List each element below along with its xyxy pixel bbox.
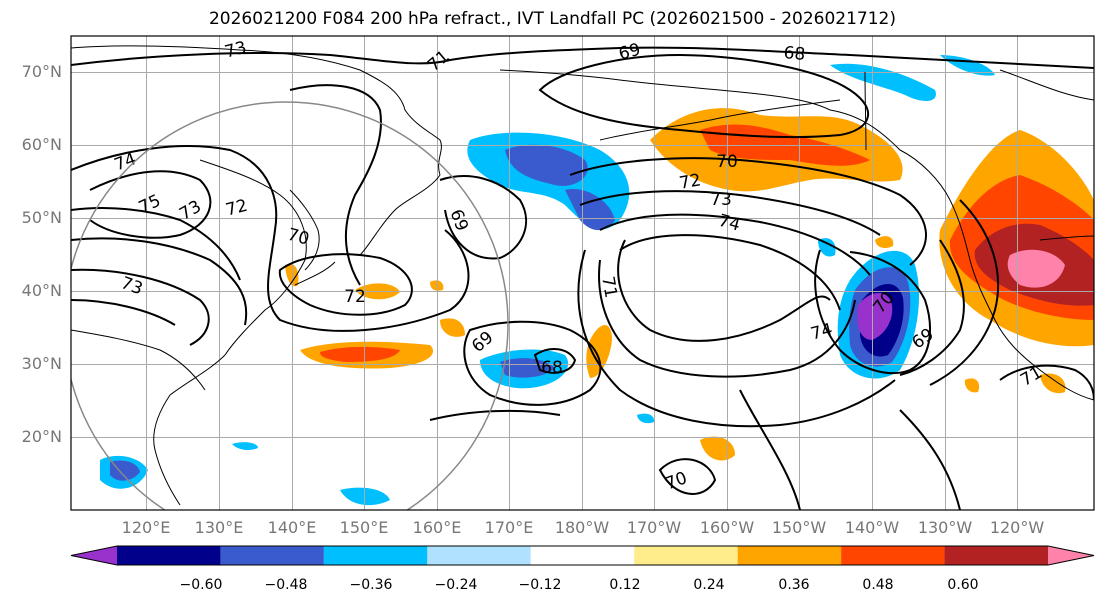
lon-tick-label: 140°E [267, 518, 317, 537]
colorbar [70, 545, 1095, 566]
colorbar-label: −0.24 [434, 577, 478, 593]
shaded-anomalies [100, 55, 1094, 506]
lat-tick-label: 70°N [21, 62, 62, 81]
lat-tick-label: 50°N [21, 208, 62, 227]
colorbar-segment [737, 546, 842, 565]
colorbar-segment [634, 546, 738, 565]
colorbar-segment [117, 546, 221, 565]
lon-tick-label: 160°E [412, 518, 462, 537]
lon-tick-label: 150°E [339, 518, 389, 537]
lon-tick-label: 140°W [844, 518, 900, 537]
contour-label: 72 [344, 287, 366, 307]
lat-tick-label: 20°N [21, 427, 62, 446]
colorbar-label: −0.36 [349, 577, 393, 593]
lat-tick-label: 30°N [21, 354, 62, 373]
map-frame [70, 35, 1095, 511]
lon-tick-label: 120°E [121, 518, 171, 537]
lon-tick-label: 130°E [194, 518, 244, 537]
range-circle [71, 101, 509, 510]
contour-label: 70 [716, 152, 738, 172]
colorbar-segment [323, 546, 428, 565]
colorbar-label: 0.12 [609, 577, 641, 593]
lon-tick-label: 130°W [917, 518, 973, 537]
lon-tick-label: 180°W [554, 518, 610, 537]
colorbar-segment [841, 546, 945, 565]
contour-label: 73 [710, 190, 732, 210]
contour-label: 72 [678, 170, 703, 193]
colorbar-extend-low [71, 546, 117, 565]
colorbar-label: 0.24 [693, 577, 725, 593]
lon-tick-label: 170°W [626, 518, 682, 537]
colorbar-label: 0.36 [778, 577, 810, 593]
lat-tick-label: 40°N [21, 281, 62, 300]
colorbar-segment [427, 546, 531, 565]
coastlines [71, 45, 1094, 506]
contour-label: 71 [597, 275, 620, 300]
colorbar-segment [944, 546, 1048, 565]
colorbar-label: −0.48 [264, 577, 308, 593]
colorbar-segment [220, 546, 324, 565]
colorbar-label: 0.48 [862, 577, 894, 593]
lon-tick-label: 120°W [989, 518, 1045, 537]
colorbar-label: −0.60 [179, 577, 223, 593]
lat-tick-label: 60°N [21, 135, 62, 154]
colorbar-segment [530, 546, 635, 565]
lon-tick-label: 150°W [771, 518, 827, 537]
contour-label: 68 [783, 43, 806, 65]
map-title: 2026021200 F084 200 hPa refract., IVT La… [208, 9, 896, 29]
contour-lines [71, 46, 1094, 510]
lon-tick-label: 160°W [699, 518, 755, 537]
colorbar-extend-high [1048, 546, 1094, 565]
lon-tick-label: 170°E [484, 518, 534, 537]
contour-label: 68 [541, 358, 563, 378]
colorbar-label: 0.60 [947, 577, 979, 593]
colorbar-outline [70, 545, 1095, 566]
colorbar-label: −0.12 [518, 577, 562, 593]
